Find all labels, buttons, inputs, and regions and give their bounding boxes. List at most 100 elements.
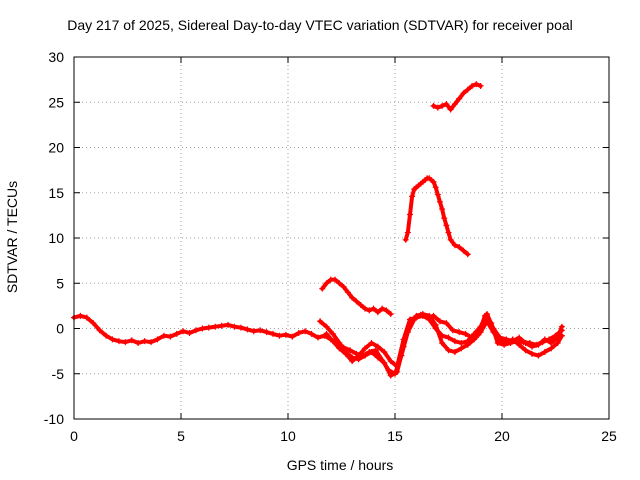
data-point [270,330,277,337]
data-point [357,301,364,308]
data-point [548,345,555,352]
data-point [445,229,452,236]
data-point [548,339,555,346]
data-point [439,102,446,109]
x-tick-label: 20 [494,428,510,444]
data-point [96,327,103,334]
data-point [456,95,463,102]
data-point [541,349,548,356]
data-point [314,334,321,341]
data-point [374,309,381,316]
data-point [496,334,503,341]
data-point [387,372,394,379]
data-point [451,349,458,356]
data-point [180,328,187,335]
data-point [148,339,155,346]
data-point [471,330,478,337]
data-point [413,314,420,321]
data-point [447,236,454,243]
data-point [443,222,450,229]
data-point [276,332,283,339]
data-point [362,305,369,312]
data-point [522,347,529,354]
data-point [237,324,244,331]
data-point [554,334,561,341]
x-tick-label: 0 [70,428,78,444]
data-point [336,339,343,346]
y-tick-label: 25 [48,94,64,110]
data-point [353,298,360,305]
data-point [464,86,471,93]
data-point [451,101,458,108]
data-point [426,316,433,323]
x-tick-label: 25 [601,428,617,444]
series-peak-15-to-18 [402,175,471,258]
data-point [332,276,339,283]
data-point [103,332,110,339]
data-point [430,178,437,185]
data-point [451,338,458,345]
data-point [317,318,324,325]
data-point [115,338,122,345]
data-point [541,336,548,343]
data-point [434,191,441,198]
data-point [400,336,407,343]
axis-ticks: 0 5 10 15 20 25 -10 -5 0 5 10 15 20 25 30 [44,49,617,444]
data-point [263,329,270,336]
data-point [340,283,347,290]
x-tick-label: 10 [280,428,296,444]
data-point [167,333,174,340]
data-point [135,339,142,346]
data-point [347,347,354,354]
data-point [456,244,463,251]
data-point [244,326,251,333]
data-point [522,339,529,346]
data-point [218,322,225,329]
data-point [554,339,561,346]
data-point [368,349,375,356]
y-tick-label: 0 [56,321,64,337]
data-point [471,336,478,343]
data-point [406,211,413,218]
y-tick-label: 5 [56,275,64,291]
data-point [394,368,401,375]
data-point [323,280,330,287]
data-point [90,320,97,327]
data-point [374,354,381,361]
data-point [349,358,356,365]
series-main-trace-c [323,311,565,370]
data-point [516,341,523,348]
data-point [473,81,480,88]
data-point [516,334,523,341]
data-point [469,82,476,89]
data-point [109,336,116,343]
data-point [379,305,386,312]
data-point [432,325,439,332]
data-point [302,328,309,335]
data-point [186,330,193,337]
data-point [456,329,463,336]
data-point [464,251,471,258]
data-point [387,358,394,365]
y-tick-label: -10 [44,411,64,427]
series-high-17-to-19 [430,81,484,113]
data-point [439,339,446,346]
y-tick-label: 20 [48,140,64,156]
data-point [77,312,84,319]
data-point [381,359,388,366]
x-tick-label: 15 [387,428,403,444]
data-point [439,206,446,213]
data-point [355,352,362,359]
chart-title: Day 217 of 2025, Sidereal Day-to-day VTE… [67,17,573,33]
data-point [430,102,437,109]
data-point [558,323,565,330]
data-point [458,339,465,346]
y-axis-label: SDTVAR / TECUs [4,180,20,294]
data-point [323,330,330,337]
data-point [225,321,232,328]
y-tick-label: -5 [52,366,65,382]
data-point [484,311,491,318]
data-point [387,311,394,318]
data-point [141,338,148,345]
data-point [460,247,467,254]
